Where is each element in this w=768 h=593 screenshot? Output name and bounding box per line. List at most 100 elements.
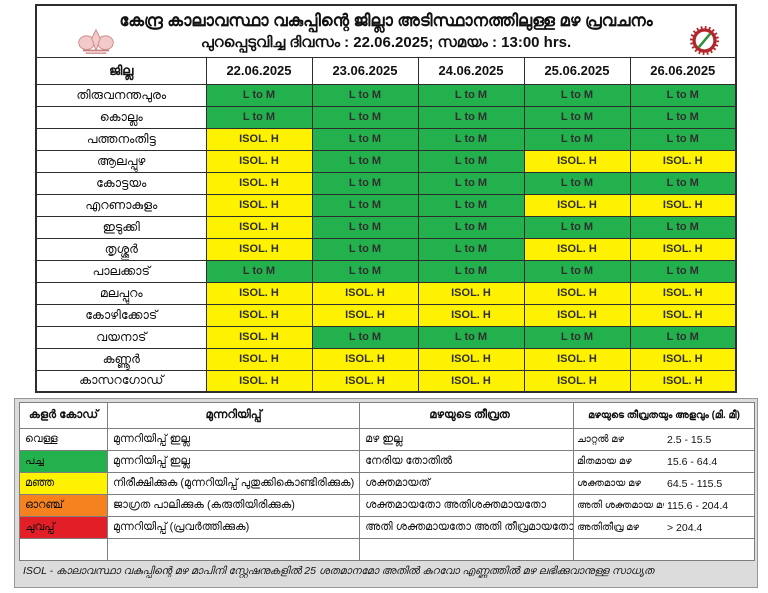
district-name: കോഴിക്കോട് — [35, 303, 207, 327]
intensity-text: നേരിയ തോതിൽ — [359, 450, 580, 473]
forecast-cell: L to M — [629, 215, 737, 239]
district-name: വയനാട് — [35, 325, 207, 349]
forecast-cell: ISOL. H — [205, 303, 313, 327]
forecast-cell: L to M — [417, 171, 525, 195]
rain-type-label: അതിതീവ്ര മഴ — [573, 516, 664, 539]
forecast-cell: L to M — [523, 259, 631, 283]
forecast-cell: ISOL. H — [629, 347, 737, 371]
color-code-header-row: കളർ കോഡ് മുന്നറിയിപ്പ് മഴയുടെ തീവ്രത — [19, 402, 580, 429]
forecast-cell: ISOL. H — [205, 325, 313, 349]
forecast-cell: L to M — [311, 171, 419, 195]
forecast-cell: L to M — [417, 215, 525, 239]
district-name: കൊല്ലം — [35, 105, 207, 129]
rain-amount-range: 2.5 - 15.5 — [664, 428, 755, 451]
color-swatch-cell: ചുവപ്പ് — [19, 516, 108, 539]
title-cell: കേന്ദ്ര കാലാവസ്ഥാ വകുപ്പിന്റെ ജില്ലാ അടി… — [35, 4, 737, 58]
legend-section: കളർ കോഡ് മുന്നറിയിപ്പ് മഴയുടെ തീവ്രത വെള… — [14, 398, 758, 588]
intensity-header: മഴയുടെ തീവ്രത — [359, 402, 580, 429]
intensity-amount-row: ചാറ്റൽ മഴ 2.5 - 15.5 — [573, 428, 755, 451]
district-name: എറണാകുളം — [35, 193, 207, 217]
forecast-cell: ISOL. H — [205, 127, 313, 151]
date-header: 24.06.2025 — [417, 56, 525, 85]
kerala-govt-emblem-icon — [77, 27, 115, 56]
intensity-amount-row: അതിതീവ്ര മഴ > 204.4 — [573, 516, 755, 539]
forecast-cell: L to M — [311, 215, 419, 239]
rain-amount-range: 64.5 - 115.5 — [664, 472, 755, 495]
district-name: തിരുവനന്തപുരം — [35, 83, 207, 107]
date-header: 26.06.2025 — [629, 56, 737, 85]
forecast-cell: L to M — [629, 105, 737, 129]
forecast-header-row: ജില്ല 22.06.2025 23.06.2025 24.06.2025 25.0… — [35, 56, 737, 85]
forecast-cell: L to M — [417, 105, 525, 129]
forecast-cell: ISOL. H — [205, 281, 313, 305]
district-name: മലപ്പുറം — [35, 281, 207, 305]
rain-amount-range: > 204.4 — [664, 516, 755, 539]
district-name: കണ്ണൂർ — [35, 347, 207, 371]
district-name: പാലക്കാട് — [35, 259, 207, 283]
forecast-cell: L to M — [311, 193, 419, 217]
color-swatch-cell: പച്ച — [19, 450, 108, 473]
empty-cell — [359, 538, 580, 561]
forecast-row: മലപ്പുറം ISOL. H ISOL. H ISOL. H ISOL. H ISOL… — [35, 281, 737, 305]
empty-cell — [19, 538, 108, 561]
title-line1: കേന്ദ്ര കാലാവസ്ഥാ വകുപ്പിന്റെ ജില്ലാ അടി… — [119, 12, 653, 30]
intensity-amount-row: ശക്തമായ മഴ 64.5 - 115.5 — [573, 472, 755, 495]
district-name: പത്തനംതിട്ട — [35, 127, 207, 151]
forecast-cell: ISOL. H — [523, 281, 631, 305]
color-swatch-cell: ഓറഞ്ച് — [19, 494, 108, 517]
intensity-amount-row: അതി ശക്തമായ മഴ 115.6 - 204.4 — [573, 494, 755, 517]
empty-cell — [664, 538, 755, 561]
forecast-cell: ISOL. H — [523, 193, 631, 217]
warning-text: മുന്നറിയിപ്പ് (പ്രവർത്തിക്കുക) — [106, 516, 361, 539]
intensity-amount-row: മിതമായ മഴ 15.6 - 64.4 — [573, 450, 755, 473]
empty-row — [19, 538, 580, 561]
forecast-cell: L to M — [311, 83, 419, 107]
forecast-cell: ISOL. H — [205, 149, 313, 173]
intensity-text: ശക്തമായതോ അതിശക്തമായതോ — [359, 494, 580, 517]
color-code-row: മഞ്ഞ നിരീക്ഷിക്കുക (മുന്നറിയിപ്പ് പുതുക്ക… — [19, 472, 580, 495]
rain-amount-range: 115.6 - 204.4 — [664, 494, 755, 517]
date-header: 22.06.2025 — [205, 56, 313, 85]
forecast-cell: L to M — [417, 127, 525, 151]
forecast-cell: ISOL. H — [417, 303, 525, 327]
forecast-cell: L to M — [311, 149, 419, 173]
forecast-cell: L to M — [417, 237, 525, 261]
warning-text: നിരീക്ഷിക്കുക (മുന്നറിയിപ്പ് പുതുക്കികൊണ… — [106, 472, 361, 495]
color-code-header: കളർ കോഡ് — [19, 402, 108, 429]
date-header: 23.06.2025 — [311, 56, 419, 85]
forecast-cell: L to M — [205, 83, 313, 107]
forecast-cell: L to M — [629, 171, 737, 195]
forecast-cell: ISOL. H — [523, 303, 631, 327]
forecast-row: കാസറഗോഡ് ISOL. H ISOL. H ISOL. H ISOL. H ISOL… — [35, 369, 737, 393]
warning-text: മുന്നറിയിപ്പ് ഇല്ല — [106, 450, 361, 473]
forecast-cell: ISOL. H — [205, 347, 313, 371]
empty-row — [573, 538, 755, 561]
forecast-cell: L to M — [417, 259, 525, 283]
forecast-cell: L to M — [311, 325, 419, 349]
color-code-row: പച്ച മുന്നറിയിപ്പ് ഇല്ല നേരിയ തോതിൽ — [19, 450, 580, 473]
forecast-cell: L to M — [311, 127, 419, 151]
color-code-table: കളർ കോഡ് മുന്നറിയിപ്പ് മഴയുടെ തീവ്രത വെള… — [19, 402, 580, 561]
forecast-cell: L to M — [523, 325, 631, 349]
title-line2: പുറപ്പെടുവിച്ച ദിവസം : 22.06.2025; സമയം … — [200, 34, 572, 51]
forecast-cell: ISOL. H — [205, 237, 313, 261]
rain-type-label: മിതമായ മഴ — [573, 450, 664, 473]
footnote: ISOL - കാലാവസ്ഥാ വകുപ്പിന്റെ മഴ മാപിനി സ… — [23, 565, 654, 577]
forecast-cell: L to M — [523, 105, 631, 129]
color-code-row: ചുവപ്പ് മുന്നറിയിപ്പ് (പ്രവർത്തിക്കുക) അതി… — [19, 516, 580, 539]
forecast-cell: L to M — [417, 83, 525, 107]
rain-type-label: ശക്തമായ മഴ — [573, 472, 664, 495]
intensity-amount-body: ചാറ്റൽ മഴ 2.5 - 15.5 മിതമായ മഴ 15.6 - 64.4 ശ… — [573, 428, 755, 561]
district-name: ഇടുക്കി — [35, 215, 207, 239]
intensity-amount-header: മഴയുടെ തീവ്രതയും അളവും (മി. മീ) — [573, 402, 755, 429]
forecast-cell: L to M — [523, 127, 631, 151]
district-name: കോട്ടയം — [35, 171, 207, 195]
forecast-cell: L to M — [417, 325, 525, 349]
